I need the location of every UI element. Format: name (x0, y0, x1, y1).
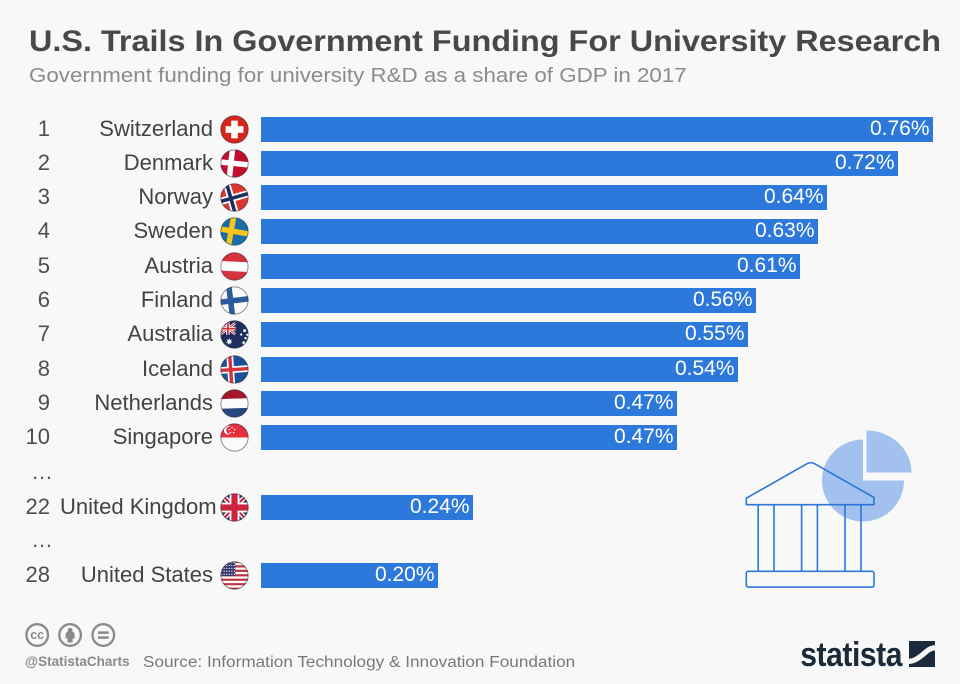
svg-text:cc: cc (30, 628, 44, 642)
